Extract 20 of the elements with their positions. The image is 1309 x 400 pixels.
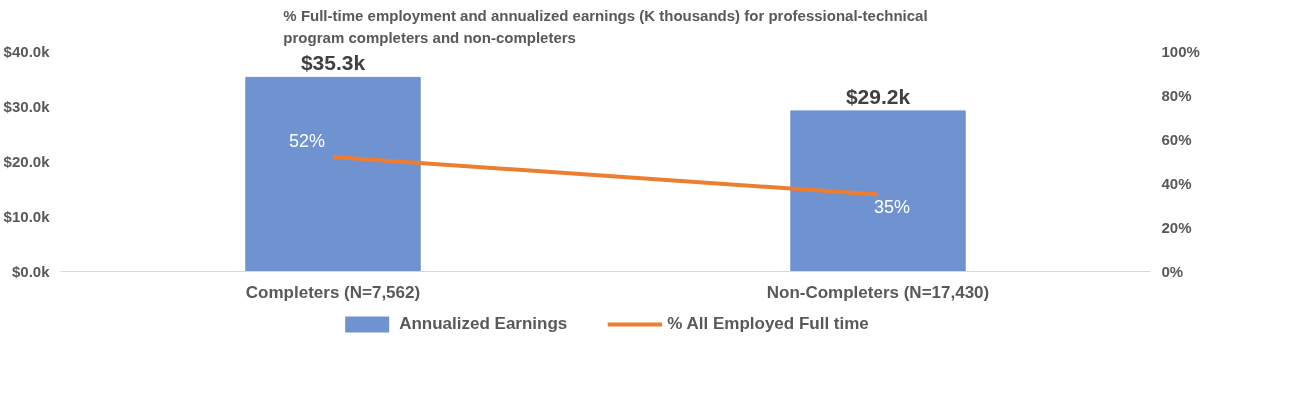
data-label: 35% — [874, 196, 911, 217]
y2-tick-label: 100% — [1161, 43, 1200, 60]
y2-tick-label: 20% — [1161, 219, 1192, 236]
y-tick-label: $30.0k — [3, 98, 51, 115]
y2-tick-label: 60% — [1161, 131, 1192, 148]
y-tick-label: $0.0k — [11, 263, 51, 280]
y-tick-label: $10.0k — [3, 208, 51, 225]
data-label: $29.2k — [845, 84, 911, 108]
legend-label: Annualized Earnings — [399, 314, 568, 334]
y-tick-label: $40.0k — [3, 43, 51, 60]
chart-title: % Full-time employment and annualized earnings (K thousands) for professional-technical program completers and non-completers — [283, 7, 928, 47]
y2-tick-label: 0% — [1161, 263, 1184, 280]
data-label: 52% — [288, 131, 325, 152]
x-tick-label: Non-Completers (N=17,430) — [766, 282, 990, 302]
y-tick-label: $20.0k — [3, 153, 51, 170]
legend-label: % All Employed Full time — [667, 314, 869, 334]
y2-tick-label: 40% — [1161, 175, 1192, 192]
data-label: $35.3k — [300, 51, 366, 75]
y2-tick-label: 80% — [1161, 87, 1192, 104]
x-tick-label: Completers (N=7,562) — [245, 282, 421, 302]
